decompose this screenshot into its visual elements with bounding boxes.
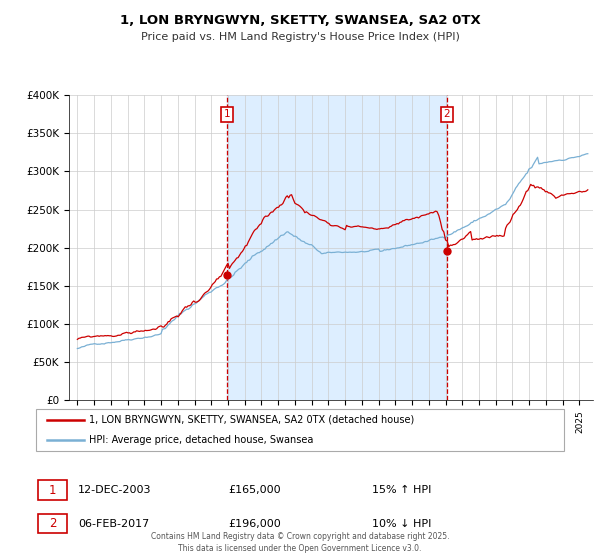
Text: Contains HM Land Registry data © Crown copyright and database right 2025.
This d: Contains HM Land Registry data © Crown c…	[151, 533, 449, 553]
Text: 1: 1	[224, 109, 230, 119]
FancyBboxPatch shape	[38, 480, 67, 500]
Text: 10% ↓ HPI: 10% ↓ HPI	[372, 519, 431, 529]
Text: 2: 2	[444, 109, 451, 119]
Text: Price paid vs. HM Land Registry's House Price Index (HPI): Price paid vs. HM Land Registry's House …	[140, 32, 460, 43]
Text: HPI: Average price, detached house, Swansea: HPI: Average price, detached house, Swan…	[89, 435, 313, 445]
FancyBboxPatch shape	[38, 514, 67, 533]
Text: 1: 1	[49, 483, 56, 497]
Bar	[227, 95, 447, 400]
Text: 15% ↑ HPI: 15% ↑ HPI	[372, 485, 431, 495]
Text: £196,000: £196,000	[228, 519, 281, 529]
Text: 1, LON BRYNGWYN, SKETTY, SWANSEA, SA2 0TX (detached house): 1, LON BRYNGWYN, SKETTY, SWANSEA, SA2 0T…	[89, 415, 414, 424]
Text: 1, LON BRYNGWYN, SKETTY, SWANSEA, SA2 0TX: 1, LON BRYNGWYN, SKETTY, SWANSEA, SA2 0T…	[119, 14, 481, 27]
FancyBboxPatch shape	[36, 409, 564, 451]
Text: 12-DEC-2003: 12-DEC-2003	[78, 485, 151, 495]
Text: £165,000: £165,000	[228, 485, 281, 495]
Text: 06-FEB-2017: 06-FEB-2017	[78, 519, 149, 529]
Text: 2: 2	[49, 517, 56, 530]
